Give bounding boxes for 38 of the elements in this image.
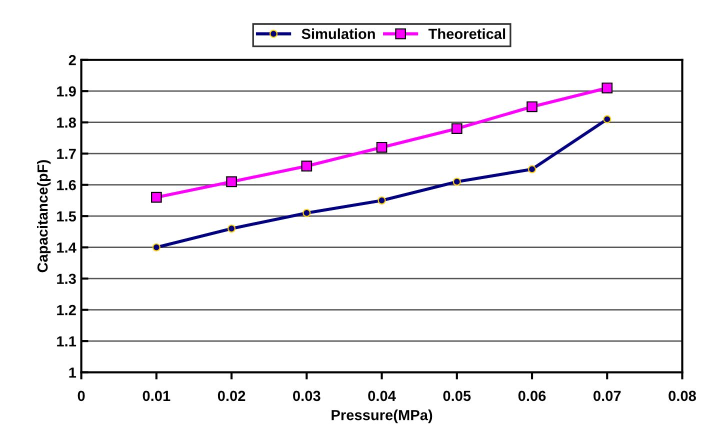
legend-label: Simulation bbox=[302, 28, 375, 40]
point bbox=[228, 224, 236, 233]
legend-label: Theoretical bbox=[428, 28, 506, 40]
point bbox=[226, 176, 237, 188]
y-tick-label: 1.3 bbox=[57, 274, 76, 284]
x-tick-label: 0.02 bbox=[218, 390, 246, 402]
point bbox=[151, 192, 162, 203]
point bbox=[452, 178, 461, 186]
y-tick-label: 1.5 bbox=[57, 211, 76, 222]
x-axis-title: Pressure(MPa) bbox=[332, 410, 432, 424]
y-tick-label: 1.8 bbox=[57, 117, 76, 128]
x-tick-label: 0.07 bbox=[594, 390, 621, 402]
point bbox=[526, 101, 538, 112]
x-tick-label: 0.05 bbox=[443, 390, 471, 402]
x-tick-label: 0 bbox=[78, 390, 85, 402]
y-tick-label: 1 bbox=[69, 368, 76, 378]
point bbox=[376, 142, 388, 153]
x-tick-label: 0.08 bbox=[668, 390, 696, 402]
x-tick-label: 0.06 bbox=[518, 390, 546, 402]
y-tick-label: 1.4 bbox=[57, 242, 76, 253]
point bbox=[602, 82, 613, 94]
x-tick-label: 0.03 bbox=[293, 390, 320, 402]
x-tick-label: 0.01 bbox=[142, 390, 170, 402]
y-axis-title: Capacitance(pF) bbox=[37, 160, 51, 272]
y-tick-label: 1.7 bbox=[57, 148, 76, 159]
x-tick-label: 0.04 bbox=[368, 390, 396, 402]
point bbox=[302, 208, 311, 217]
y-tick-label: 2 bbox=[68, 54, 76, 66]
y-tick-label: 1.2 bbox=[57, 304, 76, 316]
point bbox=[603, 115, 612, 124]
y-tick-label: 1.9 bbox=[57, 86, 76, 97]
point bbox=[378, 196, 386, 204]
y-tick-label: 1.1 bbox=[57, 336, 76, 346]
point bbox=[528, 165, 536, 174]
point bbox=[301, 160, 312, 172]
point bbox=[451, 123, 462, 134]
y-tick-label: 1.6 bbox=[57, 180, 76, 190]
point bbox=[152, 243, 160, 252]
